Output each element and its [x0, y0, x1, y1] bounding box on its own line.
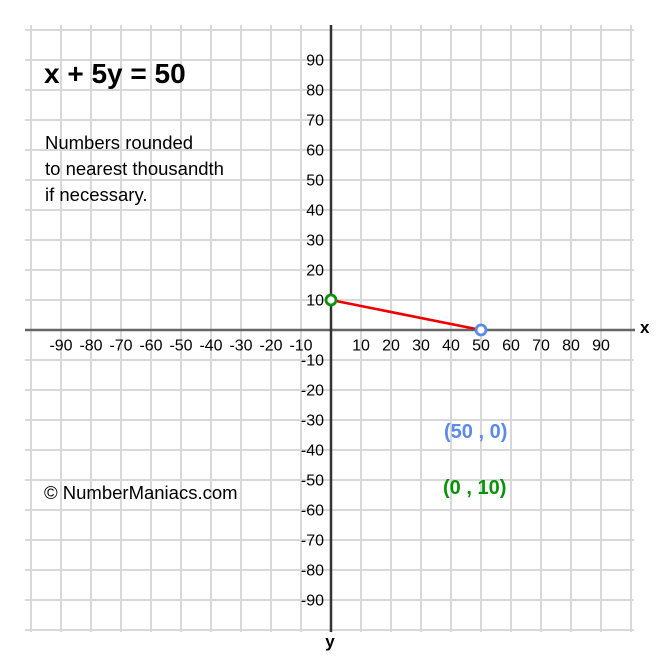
x-tick-label: -70 [109, 338, 132, 355]
x-tick-label: -40 [199, 338, 222, 355]
rounding-note: Numbers rounded to nearest thousandth if… [45, 130, 224, 208]
note-line-2: to nearest thousandth [45, 158, 224, 179]
x-tick-label: -50 [169, 338, 192, 355]
x-axis-label: x [640, 318, 650, 337]
y-tick-label: -70 [301, 533, 324, 550]
y-tick-label: 80 [306, 83, 324, 100]
y-tick-label: 60 [306, 143, 324, 160]
y-tick-label: 70 [306, 113, 324, 130]
equation-title: x + 5y = 50 [44, 58, 186, 89]
x-intercept-label: (50 , 0) [444, 421, 508, 443]
y-tick-label: 50 [306, 173, 324, 190]
x-tick-label: 10 [352, 338, 370, 355]
x-tick-label: 80 [562, 338, 580, 355]
y-tick-label: 10 [306, 293, 324, 310]
y-tick-label: -20 [301, 383, 324, 400]
y-intercept-label: (0 , 10) [443, 477, 507, 499]
x-intercept-point [474, 323, 488, 337]
y-axis-label: y [325, 632, 335, 651]
y-tick-label: -90 [301, 593, 324, 610]
y-tick-label: 90 [306, 53, 324, 70]
y-intercept-point [324, 293, 338, 307]
y-tick-label: -10 [301, 353, 324, 370]
x-tick-label: 30 [412, 338, 430, 355]
y-tick-label: -40 [301, 443, 324, 460]
note-line-3: if necessary. [45, 184, 148, 205]
x-tick-label: -60 [139, 338, 162, 355]
y-tick-label: -50 [301, 473, 324, 490]
note-line-1: Numbers rounded [45, 132, 194, 153]
x-tick-label: -20 [259, 338, 282, 355]
y-tick-label: -60 [301, 503, 324, 520]
x-tick-label: -90 [49, 338, 72, 355]
y-tick-label: 40 [306, 203, 324, 220]
x-tick-label: -10 [289, 338, 312, 355]
x-tick-label: 40 [442, 338, 460, 355]
x-tick-label: -80 [79, 338, 102, 355]
x-tick-label: 70 [532, 338, 550, 355]
y-tick-label: 20 [306, 263, 324, 280]
x-tick-label: 20 [382, 338, 400, 355]
y-tick-label: -80 [301, 563, 324, 580]
x-tick-label: 60 [502, 338, 520, 355]
x-tick-label: 90 [592, 338, 610, 355]
y-tick-label: -30 [301, 413, 324, 430]
copyright-watermark: © NumberManiacs.com [44, 482, 238, 503]
x-tick-label: -30 [229, 338, 252, 355]
y-tick-label: 30 [306, 233, 324, 250]
x-tick-label: 50 [472, 338, 490, 355]
equation-line [330, 298, 482, 332]
